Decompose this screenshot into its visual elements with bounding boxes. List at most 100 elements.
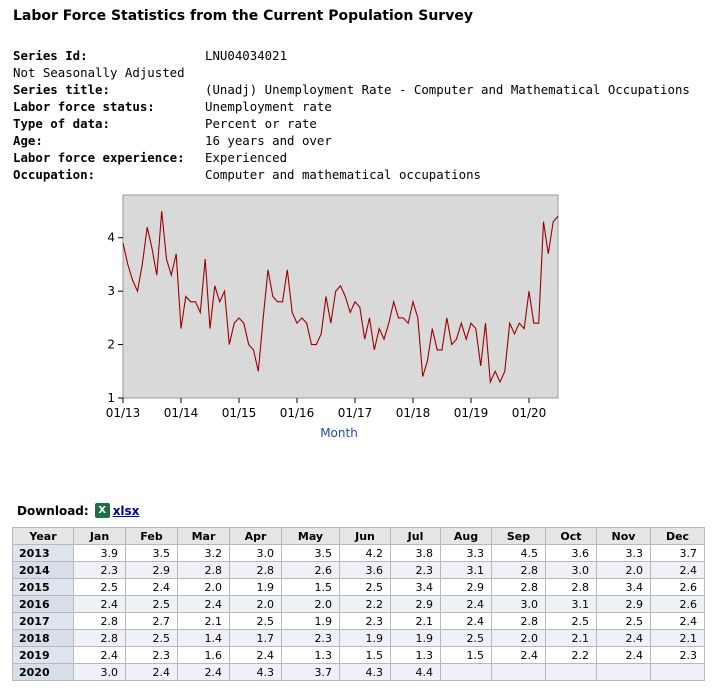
meta-value: (Unadj) Unemployment Rate - Computer and…	[205, 82, 690, 97]
value-cell: 1.5	[281, 578, 340, 596]
value-cell: 4.3	[229, 663, 282, 681]
value-cell: 3.6	[545, 544, 597, 562]
table-row: 2016 2.4 2.5 2.4 2.0 2.0 2.2 2.9 2.4 3.0 3.1 2.9 2.6	[12, 595, 705, 613]
x-tick-label: 01/17	[338, 406, 373, 420]
value-cell: 2.5	[339, 578, 391, 596]
series-metadata: Series Id: LNU04034021 Not Seasonally Ad…	[13, 47, 690, 183]
value-cell: 4.2	[339, 544, 391, 562]
value-cell: 3.0	[545, 561, 597, 579]
column-header: Oct	[545, 527, 597, 545]
y-tick-label: 3	[107, 284, 115, 298]
y-tick-label: 4	[107, 231, 115, 245]
value-cell: 2.4	[440, 595, 492, 613]
x-tick-label: 01/14	[164, 406, 199, 420]
value-cell: 2.4	[650, 561, 705, 579]
series-id-value: LNU04034021	[205, 48, 288, 63]
value-cell: 2.3	[339, 612, 391, 630]
column-header: Jul	[390, 527, 441, 545]
value-cell: 3.7	[650, 544, 705, 562]
column-header: Jun	[339, 527, 391, 545]
download-label: Download:	[17, 503, 89, 518]
value-cell: 2.1	[545, 629, 597, 647]
value-cell: 2.3	[73, 561, 126, 579]
value-cell: 2.0	[596, 561, 651, 579]
meta-label: Labor force experience:	[13, 150, 185, 165]
x-tick-label: 01/19	[454, 406, 489, 420]
value-cell: 3.6	[339, 561, 391, 579]
value-cell: 2.4	[73, 595, 126, 613]
value-cell: 2.8	[73, 612, 126, 630]
value-cell: 2.4	[596, 629, 651, 647]
excel-icon: X	[94, 503, 110, 518]
value-cell: 3.8	[390, 544, 441, 562]
unemployment-line-chart: 1 2 3 4 01/13 01/14 01/15 01/16 01/17 01/18 01/19 0…	[106, 194, 559, 440]
value-cell: 1.5	[440, 646, 492, 664]
value-cell: 3.5	[125, 544, 178, 562]
year-cell: 2014	[12, 561, 74, 579]
value-cell: 1.6	[177, 646, 230, 664]
download-bar: Download: X xlsx	[17, 503, 139, 518]
value-cell: 3.0	[229, 544, 282, 562]
value-cell: 3.3	[440, 544, 492, 562]
value-cell: 2.8	[545, 578, 597, 596]
table-row: 2017 2.8 2.7 2.1 2.5 1.9 2.3 2.1 2.4 2.8 2.5 2.5 2.4	[12, 612, 705, 630]
value-cell: 2.0	[281, 595, 340, 613]
year-cell: 2020	[12, 663, 74, 681]
value-cell: 2.2	[339, 595, 391, 613]
column-header: Dec	[650, 527, 705, 545]
value-cell: 2.9	[596, 595, 651, 613]
value-cell: 2.5	[440, 629, 492, 647]
column-header: Apr	[229, 527, 282, 545]
value-cell: 2.6	[650, 595, 705, 613]
value-cell: 3.1	[545, 595, 597, 613]
meta-value: 16 years and over	[205, 133, 332, 148]
xlsx-download-link[interactable]: xlsx	[112, 503, 140, 518]
value-cell	[545, 663, 597, 681]
meta-label: Series title:	[13, 82, 110, 97]
year-cell: 2018	[12, 629, 74, 647]
data-table: Year Jan Feb Mar Apr May Jun Jul Aug Sep…	[12, 527, 705, 681]
meta-row: Series title: (Unadj) Unemployment Rate …	[13, 81, 690, 98]
value-cell	[440, 663, 492, 681]
meta-label: Occupation:	[13, 167, 96, 182]
series-id-label: Series Id:	[13, 48, 88, 63]
value-cell: 2.2	[545, 646, 597, 664]
table-row: 2013 3.9 3.5 3.2 3.0 3.5 4.2 3.8 3.3 4.5 3.6 3.3 3.7	[12, 544, 705, 562]
value-cell: 3.3	[596, 544, 651, 562]
value-cell: 2.9	[390, 595, 441, 613]
value-cell: 2.0	[491, 629, 546, 647]
year-cell: 2019	[12, 646, 74, 664]
value-cell: 3.4	[390, 578, 441, 596]
value-cell: 2.4	[73, 646, 126, 664]
value-cell: 1.9	[281, 612, 340, 630]
value-cell: 4.3	[339, 663, 391, 681]
meta-value: Unemployment rate	[205, 99, 332, 114]
value-cell: 1.9	[339, 629, 391, 647]
value-cell: 2.3	[125, 646, 178, 664]
meta-value: Computer and mathematical occupations	[205, 167, 482, 182]
value-cell: 2.3	[390, 561, 441, 579]
value-cell: 2.5	[229, 612, 282, 630]
x-tick-label: 01/20	[512, 406, 547, 420]
value-cell: 2.4	[177, 663, 230, 681]
value-cell	[650, 663, 705, 681]
x-tick-label: 01/16	[280, 406, 315, 420]
value-cell: 2.5	[545, 612, 597, 630]
value-cell: 2.0	[229, 595, 282, 613]
value-cell: 1.3	[390, 646, 441, 664]
value-cell: 1.3	[281, 646, 340, 664]
value-cell: 3.0	[73, 663, 126, 681]
series-id-row: Series Id: LNU04034021	[13, 47, 690, 64]
table-row: 2018 2.8 2.5 1.4 1.7 2.3 1.9 1.9 2.5 2.0 2.1 2.4 2.1	[12, 629, 705, 647]
year-cell: 2017	[12, 612, 74, 630]
value-cell: 2.4	[177, 595, 230, 613]
table-row: 2014 2.3 2.9 2.8 2.8 2.6 3.6 2.3 3.1 2.8 3.0 2.0 2.4	[12, 561, 705, 579]
year-cell: 2013	[12, 544, 74, 562]
meta-row: Occupation: Computer and mathematical oc…	[13, 166, 690, 183]
value-cell: 1.9	[229, 578, 282, 596]
value-cell: 3.2	[177, 544, 230, 562]
value-cell: 2.8	[177, 561, 230, 579]
value-cell: 2.5	[73, 578, 126, 596]
year-cell: 2015	[12, 578, 74, 596]
value-cell: 2.6	[650, 578, 705, 596]
